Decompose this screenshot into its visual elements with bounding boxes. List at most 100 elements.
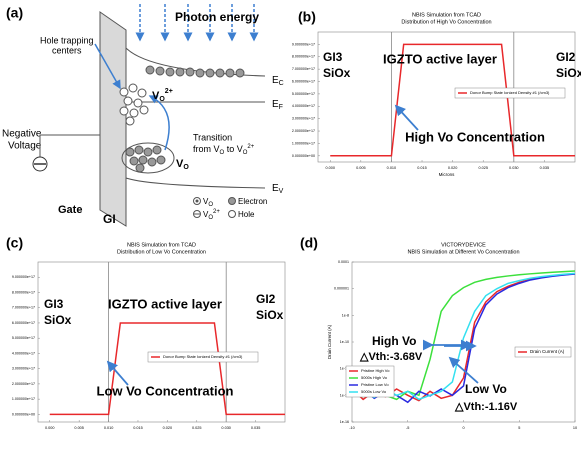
photon-energy: Photon energy: [175, 10, 259, 24]
negative-voltage: Voltage: [8, 141, 42, 152]
y-tick-label: 0.000000e+00: [12, 412, 35, 416]
y-tick-label: 3.000000e+17: [12, 367, 35, 371]
transition-text: from VO to VO2+: [193, 144, 255, 156]
x-tick-label: 0.035: [251, 426, 261, 430]
legend-label: Donor Bump State Ionized Density #1 (/cm…: [163, 354, 243, 359]
transition-arrow: [148, 95, 170, 151]
x-tick-label: 0.030: [509, 166, 519, 170]
data-line: [330, 43, 575, 157]
t-from: from V: [193, 144, 220, 154]
x-tick-label: 0.015: [417, 166, 427, 170]
x-tick-label: 0.010: [387, 166, 397, 170]
panel-label: (b): [298, 9, 316, 25]
y-tick-label: 1e-12: [340, 367, 349, 371]
leg-sup: 2+: [213, 209, 220, 215]
chart-subtitle: NBIS Simulation at Different Vo Concentr…: [407, 249, 519, 255]
panel-a: (a) Photon energy Hole trapping centers …: [2, 4, 284, 227]
vo-base: V: [176, 158, 184, 170]
hole-arrow: [94, 43, 121, 90]
y-tick-label: 4.000000e+17: [292, 104, 315, 108]
leg-base: V: [203, 197, 209, 206]
annotation: IGZTO active layer: [108, 296, 222, 311]
gate-label: Gate: [58, 204, 82, 216]
y-tick-label: 8.000000e+17: [12, 290, 35, 294]
annotation: △Vth:-1.16V: [454, 401, 518, 413]
legend-label: Pristine High Vo: [361, 368, 390, 373]
chart-title: VICTORYDEVICE: [441, 242, 486, 248]
annotation: GI3: [44, 297, 64, 311]
y-tick-label: 0.000000e+00: [292, 154, 315, 158]
x-tick-label: 0.035: [540, 166, 550, 170]
t-sup: 2+: [247, 144, 254, 150]
ef-base: E: [272, 99, 279, 110]
y-axis-label: Drain Current (A): [327, 324, 332, 359]
annotation: High Vo: [372, 334, 416, 348]
legend-icon: [228, 197, 236, 205]
x-tick-label: 0.020: [448, 166, 458, 170]
data-line: [49, 322, 285, 416]
annotation: High Vo Concentration: [405, 129, 545, 144]
legend-electron: Electron: [238, 197, 267, 206]
x-tick-label: 0.020: [163, 426, 173, 430]
ec-base: E: [272, 75, 279, 86]
annotation: GI2: [256, 292, 276, 306]
y-tick-label: 3.000000e+17: [292, 117, 315, 121]
t-sub: O: [220, 150, 225, 156]
legend-label: Drain Current (A): [530, 349, 565, 354]
y-tick-label: 0.000001: [334, 287, 349, 291]
vo-sub: O: [183, 164, 189, 171]
chart-title: NBIS Simulation from TCAD: [127, 242, 196, 248]
x-tick-label: 0.005: [74, 426, 84, 430]
annotation-arrow: [448, 356, 479, 384]
transition-text: Transition: [193, 132, 232, 142]
annotation: GI2: [556, 50, 576, 64]
y-tick-label: 9.000000e+17: [12, 275, 35, 279]
vo2-label: VO2+: [152, 88, 173, 103]
ev-sub: V: [279, 188, 284, 195]
legend-label: 5000s Low Vo: [361, 389, 387, 394]
ev-band: [125, 177, 266, 189]
electrons: [145, 65, 245, 78]
y-tick-label: 1e-10: [340, 340, 349, 344]
x-tick-label: 0.005: [356, 166, 366, 170]
photon-arrows: [135, 4, 259, 42]
vo-region: [121, 142, 175, 174]
panel-label: (a): [6, 5, 23, 21]
legend-hole: Hole: [238, 210, 255, 219]
legend-box: [454, 87, 566, 99]
panel-label: (d): [300, 235, 318, 251]
x-tick-label: 0.000: [45, 426, 55, 430]
y-tick-label: 8.000000e+17: [292, 55, 315, 59]
y-tick-label: 7.000000e+17: [12, 306, 35, 310]
y-tick-label: 5.000000e+17: [292, 92, 315, 96]
chart-title: NBIS Simulation from TCAD: [412, 12, 481, 18]
annotation: SiOx: [44, 313, 72, 327]
legend-label: 5000s High Vo: [361, 375, 388, 380]
legend-label: Donor Bump State Ionized Density #1 (/cm…: [470, 90, 550, 95]
y-tick-label: 2.000000e+17: [12, 382, 35, 386]
annotation: △Vth:-3.68V: [359, 351, 423, 363]
legend-vo2: VO2+: [203, 209, 220, 221]
y-tick-label: 2.000000e+17: [292, 129, 315, 133]
x-tick-label: 0.025: [192, 426, 202, 430]
y-tick-label: 1e-14: [340, 393, 349, 397]
vo-cluster: [125, 145, 166, 173]
x-axis-label: Microns: [439, 172, 456, 177]
t-to: to V: [224, 144, 243, 154]
chart-subtitle: Distribution of Low Vo Concentration: [117, 249, 206, 255]
y-tick-label: 1e-16: [340, 420, 349, 424]
y-tick-label: 1.000000e+17: [292, 141, 315, 145]
y-tick-label: 9.000000e+17: [292, 42, 315, 46]
y-tick-label: 6.000000e+17: [292, 79, 315, 83]
y-tick-label: 6.000000e+17: [12, 321, 35, 325]
vo2-cluster: [119, 83, 149, 126]
hole-trapping: centers: [52, 45, 82, 55]
annotation: SiOx: [256, 308, 284, 322]
annotation: SiOx: [556, 66, 581, 80]
ec-sub: C: [279, 80, 284, 87]
x-tick-label: -5: [406, 426, 409, 430]
y-tick-label: 5.000000e+17: [12, 336, 35, 340]
vo2-sub: O: [159, 96, 165, 103]
annotation: Low Vo Concentration: [97, 383, 234, 398]
